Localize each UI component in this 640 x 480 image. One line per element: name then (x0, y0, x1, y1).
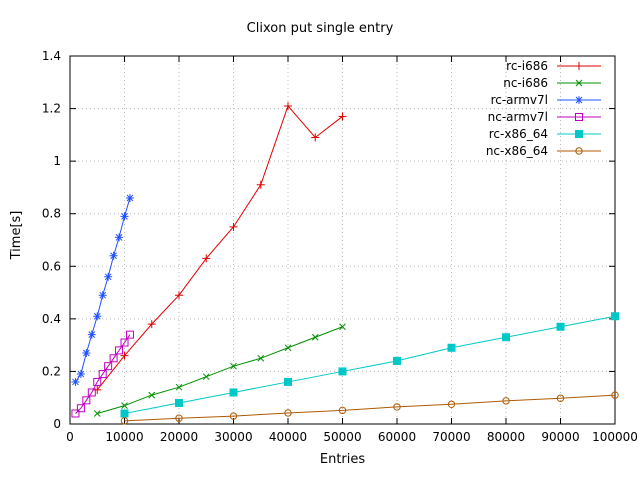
x-tick-label: 50000 (323, 430, 361, 444)
x-tick-label: 10000 (105, 430, 143, 444)
legend-label: rc-i686 (506, 59, 548, 73)
series-nc-x86_64 (120, 391, 619, 425)
y-tick-label: 1 (53, 154, 61, 168)
plot-border (69, 55, 616, 425)
y-tick-label: 1.4 (42, 49, 61, 63)
x-tick-label: 90000 (541, 430, 579, 444)
x-tick-label: 40000 (269, 430, 307, 444)
legend-entry-rc-armv7l: rc-armv7l (491, 93, 601, 107)
y-tick-label: 0.8 (42, 207, 61, 221)
x-tick-label: 100000 (592, 430, 638, 444)
y-tick-label: 0 (53, 417, 61, 431)
x-tick-label: 0 (66, 430, 74, 444)
x-tick-label: 30000 (214, 430, 252, 444)
legend-entry-nc-armv7l: nc-armv7l (488, 110, 601, 124)
series-rc-i686 (93, 101, 347, 394)
chart-title: Clixon put single entry (246, 21, 394, 36)
series-nc-armv7l (71, 330, 134, 418)
legend-label: rc-x86_64 (489, 127, 548, 141)
legend-label: nc-x86_64 (486, 144, 548, 158)
x-tick-label: 80000 (487, 430, 525, 444)
x-tick-label: 20000 (160, 430, 198, 444)
legend-entry-nc-x86_64: nc-x86_64 (486, 144, 601, 158)
legend-label: nc-armv7l (488, 110, 548, 124)
legend-entry-nc-i686: nc-i686 (503, 76, 601, 90)
legend-entry-rc-x86_64: rc-x86_64 (489, 127, 601, 141)
x-tick-label: 70000 (432, 430, 470, 444)
legend-label: rc-armv7l (491, 93, 548, 107)
y-tick-label: 1.2 (42, 102, 61, 116)
y-tick-label: 0.6 (42, 259, 61, 273)
y-tick-label: 0.4 (42, 312, 61, 326)
series-nc-i686 (93, 323, 346, 417)
tick-labels: 0 10000 20000 30000 40000 50000 60000 70000 8000… (42, 49, 638, 444)
y-tick-label: 0.2 (42, 364, 61, 378)
series-rc-armv7l (71, 193, 134, 386)
legend-label: nc-i686 (503, 76, 548, 90)
series-rc-x86_64 (120, 312, 619, 418)
x-tick-label: 60000 (378, 430, 416, 444)
legend-entry-rc-i686: rc-i686 (506, 59, 601, 73)
grid (69, 55, 616, 425)
x-axis-label: Entries (319, 452, 366, 467)
